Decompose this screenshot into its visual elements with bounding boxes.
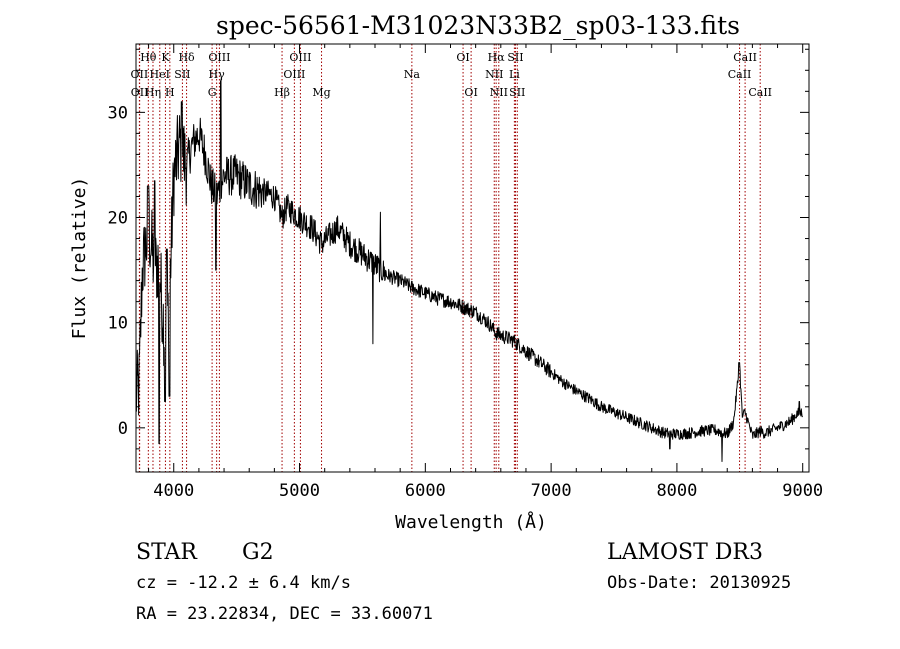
- redshift-text: cz = -12.2 ± 6.4 km/s: [136, 573, 351, 593]
- survey-name: LAMOST DR3: [607, 540, 763, 565]
- plot-frame: [135, 43, 810, 473]
- x-tick-label-2: 6000: [405, 481, 446, 501]
- line-label-10: Hγ: [209, 68, 226, 81]
- observation-date: Obs-Date: 20130925: [607, 573, 791, 593]
- x-tick-label-0: 4000: [153, 481, 194, 501]
- line-label-9: OIII: [208, 51, 230, 64]
- line-label-8: Hδ: [178, 51, 195, 64]
- line-label-27: CaII: [748, 86, 772, 99]
- object-subclass: G2: [242, 540, 274, 565]
- x-axis-ticks: 4000 5000 6000 7000 8000 9000: [148, 44, 823, 501]
- coordinates-text: RA = 23.22834, DEC = 33.60071: [136, 604, 433, 624]
- line-label-23: Li: [509, 68, 520, 81]
- line-label-25: CaII: [733, 51, 757, 64]
- line-label-1: OII: [131, 68, 149, 81]
- line-label-21: NII: [490, 86, 508, 99]
- spectrum-series-line: [135, 80, 804, 462]
- line-label-3: Hη: [145, 86, 161, 99]
- line-label-7: H: [165, 86, 175, 99]
- line-label-4: HeI: [150, 68, 170, 81]
- line-label-17: OI: [456, 51, 469, 64]
- y-axis-label: Flux (relative): [69, 177, 90, 340]
- line-label-13: OIII: [283, 68, 305, 81]
- chart-title: spec-56561-M31023N33B2_sp03-133.fits: [216, 11, 740, 40]
- x-tick-label-1: 5000: [279, 481, 320, 501]
- line-label-20: NII: [485, 68, 503, 81]
- y-axis-ticks: 0 10 20 30: [108, 48, 809, 450]
- line-label-0: Hθ: [140, 51, 157, 64]
- y-tick-label-1: 10: [108, 314, 128, 334]
- line-label-11: G: [208, 86, 217, 99]
- x-tick-label-4: 8000: [656, 481, 697, 501]
- line-label-19: Hα: [488, 51, 506, 64]
- line-label-2: OII: [131, 86, 149, 99]
- object-class: STAR: [136, 540, 198, 565]
- spectral-line-markers: [138, 44, 761, 472]
- line-label-24: SII: [509, 86, 525, 99]
- line-label-14: Hβ: [274, 86, 290, 99]
- line-label-22: SII: [507, 51, 523, 64]
- line-label-16: Na: [404, 68, 421, 81]
- y-tick-label-3: 30: [108, 103, 128, 123]
- x-tick-label-5: 9000: [782, 481, 823, 501]
- y-tick-label-2: 20: [108, 209, 128, 229]
- x-axis-label: Wavelength (Å): [395, 511, 547, 533]
- y-tick-label-0: 0: [118, 419, 128, 439]
- line-label-18: OI: [464, 86, 477, 99]
- line-label-5: K: [161, 51, 170, 64]
- line-label-26: CaII: [728, 68, 752, 81]
- line-label-12: OIII: [289, 51, 311, 64]
- line-label-6: SII: [174, 68, 190, 81]
- x-tick-label-3: 7000: [531, 481, 572, 501]
- line-label-15: Mg: [312, 86, 330, 99]
